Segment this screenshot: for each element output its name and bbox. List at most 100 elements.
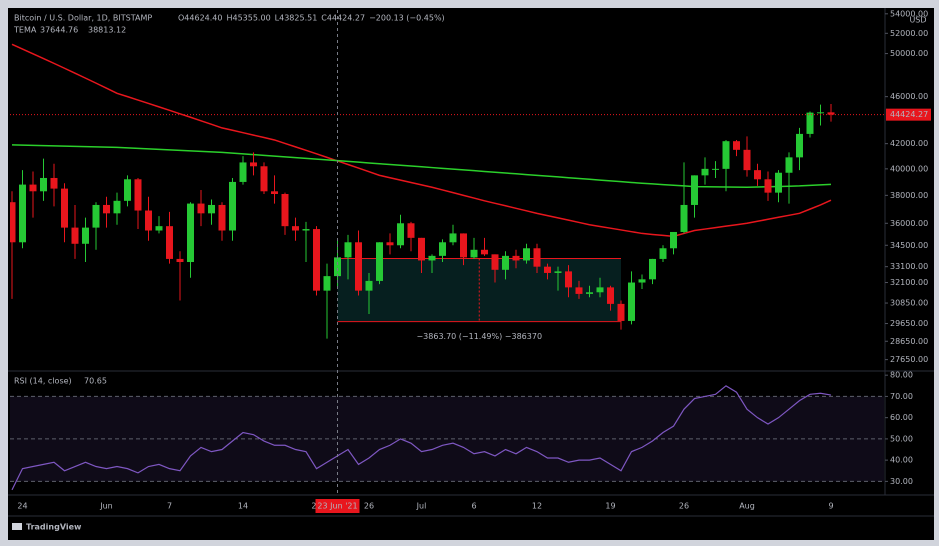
rsi-tick-label: 60.00 [890, 413, 913, 422]
x-tick-label: 7 [167, 502, 172, 511]
candle-body [124, 179, 131, 201]
candle-body [176, 258, 184, 263]
indicator-value: 37644.76 [40, 26, 78, 35]
x-tick-label: Aug [739, 502, 755, 511]
crosshair-label-box [315, 499, 360, 513]
candle-body [134, 179, 142, 211]
candle-body [155, 226, 163, 231]
candle-body [376, 242, 383, 281]
x-tick-label: 26 [364, 502, 374, 511]
x-tick-label: Jul [416, 502, 427, 511]
candle-body [250, 162, 257, 167]
candle-body [428, 255, 436, 261]
candle-body [92, 204, 100, 228]
candle-body [271, 191, 278, 194]
candle-body [229, 181, 236, 231]
candle-body [554, 271, 562, 273]
candle-body [481, 249, 488, 255]
candle-body [460, 233, 467, 258]
rsi-tick-label: 50.00 [890, 434, 913, 443]
candle-body [523, 248, 530, 261]
candle-body [659, 248, 667, 259]
y-tick-label: 42000.00 [890, 139, 928, 148]
candle-body [218, 204, 226, 231]
x-tick-label: 12 [532, 502, 542, 511]
candle-body [607, 287, 614, 304]
candle-body [197, 203, 205, 214]
rsi-line [11, 385, 832, 491]
currency-label: USD [909, 16, 926, 25]
price-pane: −3863.70 (−11.49%) −386370 [10, 43, 884, 341]
candle-body [292, 226, 299, 231]
y-tick-label: 32100.00 [890, 278, 928, 287]
candle-body [19, 184, 26, 243]
candle-body [502, 255, 509, 270]
measure-label: −3863.70 (−11.49%) −386370 [416, 332, 542, 341]
rsi-tick-label: 30.00 [890, 477, 913, 486]
candle-body [439, 242, 446, 256]
candle-body [40, 177, 47, 192]
last-price-box [886, 108, 931, 121]
y-tick-label: 33100.00 [890, 262, 928, 271]
candle-body [670, 231, 677, 249]
y-tick-label: 36000.00 [890, 219, 928, 228]
rsi-value: 70.65 [84, 377, 107, 386]
candle-body [586, 292, 593, 294]
candle-body [365, 280, 373, 291]
candle-body [691, 175, 698, 205]
candle-body [82, 227, 89, 244]
x-tick-label: 14 [238, 502, 248, 511]
candle-body [313, 229, 320, 291]
y-tick-label: 46000.00 [890, 92, 928, 101]
y-tick-label: 54000.00 [890, 9, 928, 18]
x-tick-label: 19 [605, 502, 615, 511]
rsi-tick-label: 80.00 [890, 371, 913, 380]
candle-body [565, 271, 572, 288]
candle-body [113, 200, 121, 214]
y-tick-label: 50000.00 [890, 49, 928, 58]
rsi-title: RSI (14, close) [14, 377, 72, 386]
candle-body [775, 172, 782, 193]
candle-body [208, 204, 215, 214]
y-tick-label: 40000.00 [890, 164, 928, 173]
indicator-value: 38813.12 [88, 26, 126, 35]
last-price-label: 44424.27 [890, 110, 928, 119]
ma-line [11, 43, 832, 238]
candle-body [187, 203, 194, 263]
candle-body [470, 249, 478, 258]
candle-body [544, 266, 551, 273]
candle-body [239, 162, 247, 182]
candle-body [397, 223, 404, 246]
candle-body [166, 226, 173, 259]
indicator-label: TEMA [13, 26, 37, 35]
candle-body [733, 141, 740, 150]
candle-body [302, 229, 310, 231]
candle-body [71, 227, 79, 244]
candle-body [29, 184, 37, 192]
candle-body [50, 177, 58, 189]
candle-body [701, 168, 709, 176]
candle-body [764, 179, 772, 193]
candle-body [817, 112, 824, 114]
candle-body [638, 279, 646, 283]
candle-body [355, 242, 362, 291]
candle-body [491, 254, 499, 270]
candle-body [512, 255, 520, 261]
candle-body [743, 149, 751, 171]
x-tick-label: 24 [17, 502, 27, 511]
candle-body [260, 166, 268, 192]
candle-body [722, 141, 730, 169]
candle-body [407, 223, 415, 238]
crosshair-label: 23 Jun '21 [317, 502, 357, 511]
x-tick-label: 26 [679, 502, 689, 511]
y-tick-label: 52000.00 [890, 29, 928, 38]
y-tick-label: 30850.00 [890, 299, 928, 308]
candle-body [785, 157, 793, 173]
brand-logo [12, 523, 22, 530]
candle-body [281, 193, 289, 227]
candle-body [617, 303, 625, 321]
x-tick-label: 9 [828, 502, 833, 511]
brand: TradingView [26, 523, 82, 532]
candle-body [418, 237, 425, 261]
